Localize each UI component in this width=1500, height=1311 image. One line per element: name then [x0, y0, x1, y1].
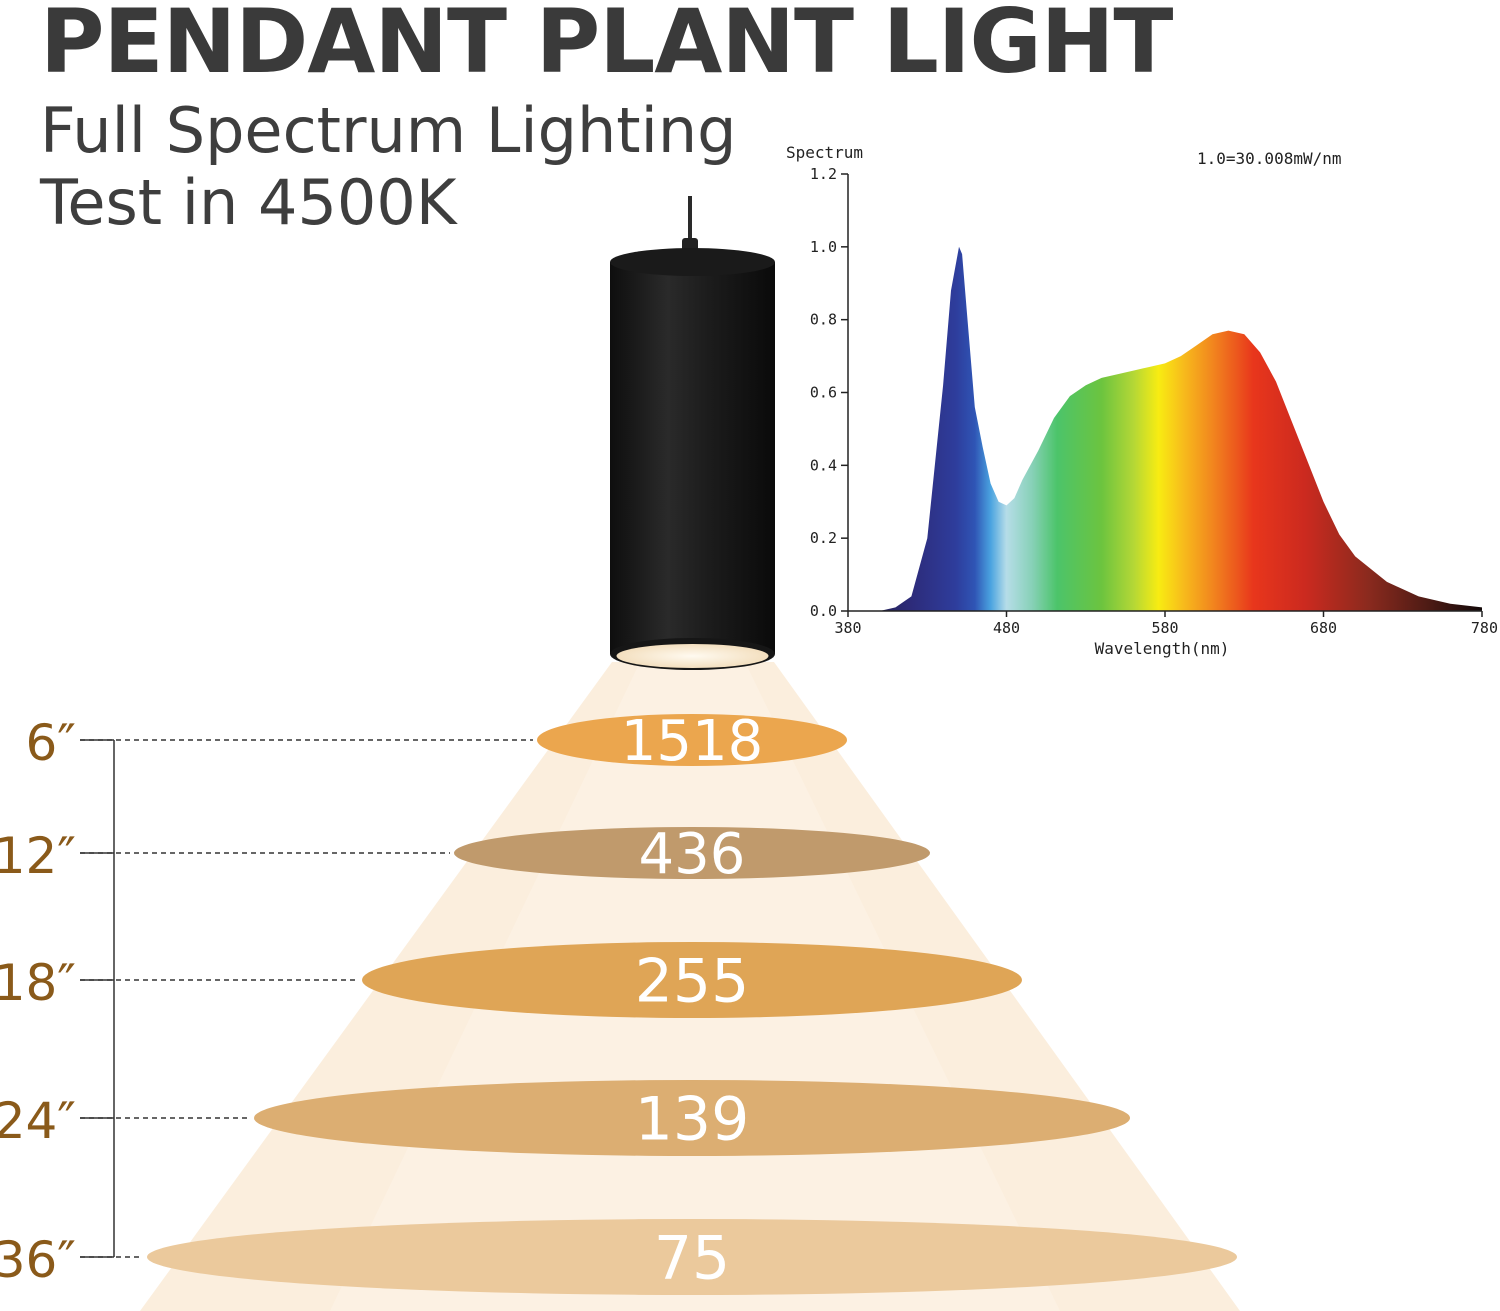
subtitle-line-1: Full Spectrum Lighting — [40, 94, 737, 167]
spectrum-ticks: 0.0 0.2 0.4 0.6 0.8 1.0 1.2 380 480 580 680 780 — [810, 165, 1498, 637]
spectrum-x-tick-label: 680 — [1310, 619, 1337, 637]
illuminance-ring — [254, 1080, 1130, 1156]
distance-label: 12″ — [0, 827, 76, 885]
spectrum-y-tick-label: 1.0 — [810, 238, 837, 256]
illuminance-value: 255 — [635, 947, 750, 1017]
spectrum-y-tick-label: 0.0 — [810, 602, 837, 620]
spectrum-area — [848, 246, 1482, 612]
illuminance-value: 75 — [654, 1224, 730, 1294]
illuminance-ring — [362, 942, 1022, 1018]
illuminance-ring — [454, 827, 930, 879]
spectrum-title: Spectrum — [786, 143, 863, 162]
spectrum-y-tick-label: 1.2 — [810, 165, 837, 183]
illuminance-ring — [147, 1219, 1237, 1295]
distance-label: 36″ — [0, 1231, 76, 1289]
spectrum-y-tick-label: 0.2 — [810, 529, 837, 547]
distance-label: 24″ — [0, 1092, 76, 1150]
illuminance-value: 436 — [639, 822, 746, 887]
spectrum-y-tick-label: 0.4 — [810, 456, 837, 474]
spectrum-annotation: 1.0=30.008mW/nm — [1197, 149, 1342, 168]
lamp-glow — [616, 644, 769, 668]
illuminance-rings: 1518 436 255 139 75 — [147, 709, 1237, 1295]
spectrum-x-tick-label: 380 — [834, 619, 861, 637]
illuminance-ring — [537, 714, 847, 766]
spectrum-x-tick-label: 580 — [1151, 619, 1178, 637]
lamp-body — [610, 262, 775, 654]
spectrum-y-tick-label: 0.8 — [810, 311, 837, 329]
page-title: PENDANT PLANT LIGHT — [40, 0, 1173, 93]
distance-label: 6″ — [26, 714, 77, 772]
spectrum-x-tick-label: 480 — [993, 619, 1020, 637]
spectrum-x-label: Wavelength(nm) — [1095, 639, 1230, 658]
lamp-top — [610, 248, 775, 276]
illuminance-value: 139 — [635, 1085, 750, 1155]
distance-label: 18″ — [0, 954, 76, 1012]
spectrum-y-tick-label: 0.6 — [810, 384, 837, 402]
distance-scale: 6″ 12″ 18″ 24″ 36″ — [0, 714, 533, 1289]
spectrum-x-tick-label: 780 — [1471, 619, 1498, 637]
subtitle-line-2: Test in 4500K — [40, 166, 457, 239]
spectrum-chart: 0.0 0.2 0.4 0.6 0.8 1.0 1.2 380 480 580 680 780 Spe… — [786, 143, 1498, 658]
illuminance-value: 1518 — [621, 709, 764, 774]
